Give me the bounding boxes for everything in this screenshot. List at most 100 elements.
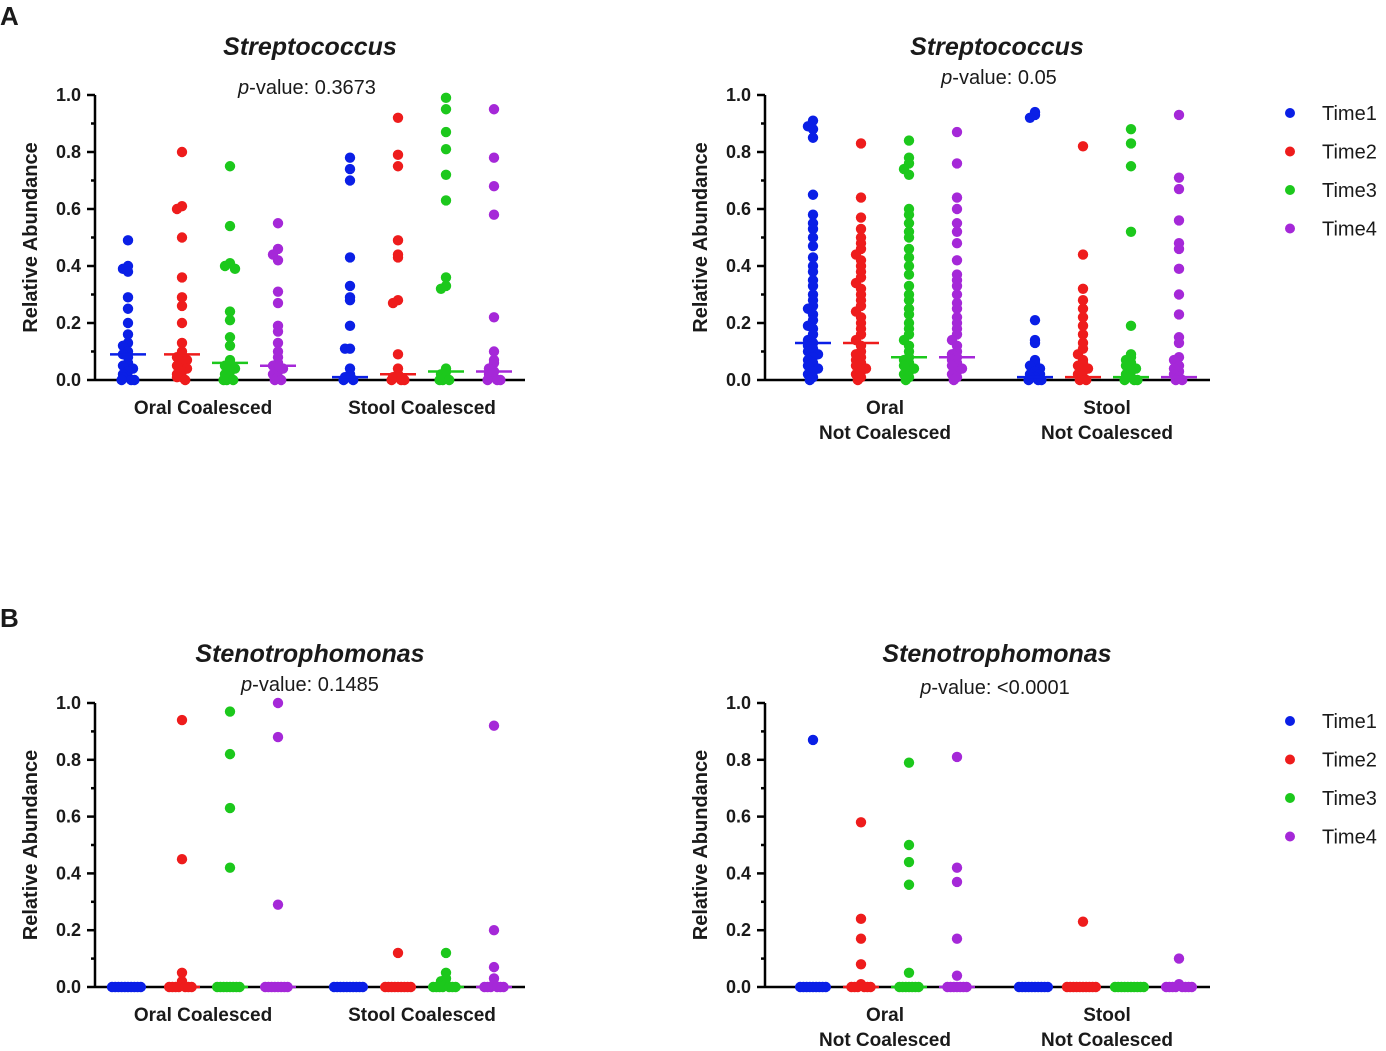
data-point <box>1077 320 1089 332</box>
data-point <box>171 203 183 215</box>
legend-label: Time3 <box>1322 180 1377 202</box>
data-point <box>440 947 452 959</box>
p-value-text: -value: 0.3673 <box>249 77 376 99</box>
data-point <box>386 374 397 386</box>
data-point <box>1029 314 1041 326</box>
data-point <box>272 697 284 709</box>
data-point <box>488 961 500 973</box>
data-point <box>488 925 500 936</box>
data-point <box>176 854 188 865</box>
group-label: Stool Coalesced <box>348 398 496 419</box>
data-point <box>1173 215 1185 226</box>
p-value-text: -value: 0.05 <box>952 67 1057 89</box>
panel-label-a: A <box>0 1 19 31</box>
data-point <box>392 947 404 959</box>
data-point <box>903 169 915 180</box>
p-value-label: p-value: 0.3673 <box>237 77 376 99</box>
data-point <box>903 218 915 229</box>
data-point <box>129 374 140 386</box>
y-tick-label: 0.0 <box>726 977 751 997</box>
data-point <box>855 138 867 149</box>
data-point <box>224 306 236 317</box>
legend-b: Time1 Time2 Time3 Time4 <box>1285 711 1377 849</box>
data-point <box>176 146 188 158</box>
y-tick-label: 0.2 <box>56 920 81 940</box>
data-point <box>339 343 351 354</box>
y-tick-label: 0.2 <box>726 313 751 333</box>
data-point <box>488 181 500 192</box>
p-value-text: -value: <0.0001 <box>931 677 1069 699</box>
data-point <box>122 292 134 303</box>
group-label: Oral <box>866 1005 904 1026</box>
legend-marker <box>1285 146 1295 157</box>
y-tick-label: 0.8 <box>726 750 751 770</box>
data-point <box>435 283 447 294</box>
data-point <box>951 238 963 249</box>
data-point <box>903 839 915 851</box>
data-point <box>440 92 452 104</box>
data-point <box>344 280 356 292</box>
chart-title: Streptococcus <box>910 33 1084 61</box>
data-point <box>171 371 183 383</box>
data-point <box>392 235 404 246</box>
data-point <box>488 720 500 731</box>
data-point <box>951 126 963 138</box>
data-point <box>488 209 500 220</box>
data-point <box>855 192 867 203</box>
data-point <box>903 243 915 255</box>
data-point <box>951 218 963 229</box>
data-point <box>903 252 915 263</box>
data-point <box>1077 249 1089 260</box>
y-tick-label: 1.0 <box>56 693 81 713</box>
data-point <box>224 340 236 351</box>
data-point <box>852 374 863 386</box>
data-point <box>176 967 188 978</box>
data-point <box>122 235 134 246</box>
data-point <box>903 269 915 280</box>
data-point <box>344 320 356 332</box>
data-point <box>951 970 963 981</box>
data-point <box>903 967 915 978</box>
data-point <box>387 297 399 309</box>
data-point <box>1024 112 1036 124</box>
data-point <box>122 303 134 314</box>
data-point <box>488 104 500 115</box>
data-point <box>176 292 188 303</box>
group-label: Not Coalesced <box>1041 1030 1173 1051</box>
data-point <box>176 714 188 726</box>
data-point <box>951 203 963 215</box>
data-point <box>1125 161 1137 172</box>
data-point <box>272 337 284 349</box>
chart-a-left: Streptococcus p-value: 0.3673 0.0 0.2 0.4 0.6… <box>20 33 525 419</box>
data-point <box>482 374 493 386</box>
data-point <box>1173 183 1185 195</box>
group-label: Not Coalesced <box>819 423 951 444</box>
data-point <box>224 706 236 717</box>
data-point <box>224 314 236 326</box>
y-tick-label: 0.6 <box>56 807 81 827</box>
data-point <box>224 802 236 814</box>
y-tick-label: 0.2 <box>726 920 751 940</box>
data-point <box>903 280 915 292</box>
y-tick-label: 0.8 <box>56 750 81 770</box>
data-point <box>807 280 819 292</box>
data-point <box>488 312 500 323</box>
data-point <box>807 124 819 135</box>
data-point <box>951 751 963 763</box>
data-point <box>399 374 410 386</box>
data-point <box>440 169 452 180</box>
group-label: Oral Coalesced <box>134 1005 272 1026</box>
data-point <box>218 374 229 386</box>
data-point <box>807 266 819 277</box>
data-point <box>224 220 236 232</box>
data-point <box>807 232 819 243</box>
data-point <box>807 223 819 235</box>
data-point <box>951 876 963 888</box>
data-point <box>903 295 915 306</box>
data-point <box>228 374 239 386</box>
y-tick-label: 0.6 <box>726 199 751 219</box>
y-tick-label: 0.6 <box>726 807 751 827</box>
data-point <box>434 374 445 386</box>
data-point <box>804 374 815 386</box>
legend-label: Time2 <box>1322 750 1377 772</box>
